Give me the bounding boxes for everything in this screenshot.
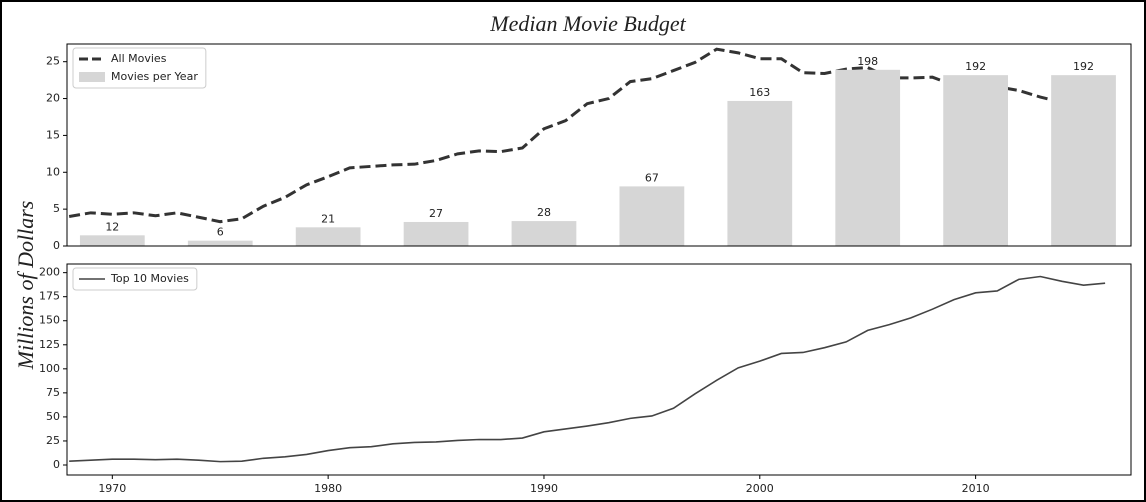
y-tick-label: 25 xyxy=(46,434,60,447)
legend-label: Top 10 Movies xyxy=(110,272,189,285)
legend-box xyxy=(72,47,207,89)
y-tick-label: 75 xyxy=(46,386,60,399)
y-tick-label: 0 xyxy=(53,239,60,252)
x-tick-label: 2010 xyxy=(962,482,990,495)
legend-label: All Movies xyxy=(111,52,167,65)
legend: All Movies Movies per Year xyxy=(72,47,207,89)
bar xyxy=(1051,75,1116,246)
bar xyxy=(619,186,685,246)
axes-frame xyxy=(66,43,1132,247)
y-tick-label: 50 xyxy=(46,410,60,423)
y-tick-label: 200 xyxy=(39,266,60,279)
legend: Top 10 Movies xyxy=(72,267,198,291)
bar xyxy=(403,221,469,246)
y-tick-label: 0 xyxy=(53,458,60,471)
bar xyxy=(835,69,901,246)
bar-label: 21 xyxy=(321,212,335,225)
y-tick-label: 10 xyxy=(46,165,60,178)
axes-frame xyxy=(66,263,1132,476)
bar xyxy=(79,235,145,246)
legend-label: Movies per Year xyxy=(111,70,198,83)
legend-swatch xyxy=(79,72,105,82)
line xyxy=(68,47,1106,224)
bar-label: 27 xyxy=(429,207,443,220)
bar xyxy=(511,221,577,246)
y-tick-label: 5 xyxy=(53,202,60,215)
y-tick-label: 100 xyxy=(39,362,60,375)
legend-box xyxy=(72,267,198,291)
y-tick-label: 175 xyxy=(39,290,60,303)
x-tick-label: 1970 xyxy=(98,482,126,495)
bar-label: 6 xyxy=(217,226,224,239)
x-tick-label: 1980 xyxy=(314,482,342,495)
chart-title: Median Movie Budget xyxy=(489,11,686,36)
bar-label: 163 xyxy=(749,86,770,99)
bar-label: 28 xyxy=(537,206,551,219)
bar xyxy=(727,100,793,246)
bar-label: 67 xyxy=(645,171,659,184)
bar-label: 192 xyxy=(965,60,986,73)
x-tick-label: 1990 xyxy=(530,482,558,495)
bar-label: 198 xyxy=(857,55,878,68)
y-tick-label: 25 xyxy=(46,55,60,68)
y-axis-label: Millions of Dollars xyxy=(13,201,38,371)
bar-label: 192 xyxy=(1073,60,1094,73)
y-tick-label: 125 xyxy=(39,338,60,351)
bar-label: 12 xyxy=(105,220,119,233)
y-tick-label: 15 xyxy=(46,128,60,141)
y-tick-label: 20 xyxy=(46,92,60,105)
line xyxy=(69,275,1106,463)
bar xyxy=(943,75,1008,246)
bar xyxy=(187,240,253,246)
x-tick-label: 2000 xyxy=(746,482,774,495)
y-tick-label: 150 xyxy=(39,314,60,327)
bar xyxy=(295,227,361,246)
